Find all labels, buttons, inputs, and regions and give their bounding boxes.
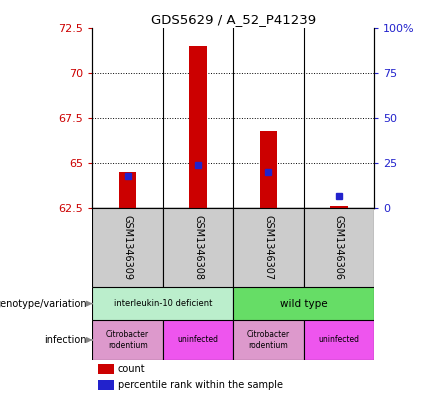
- Bar: [260, 130, 277, 208]
- Text: GSM1346306: GSM1346306: [334, 215, 344, 280]
- Text: percentile rank within the sample: percentile rank within the sample: [118, 380, 283, 390]
- Text: wild type: wild type: [280, 299, 328, 309]
- Bar: [92, 208, 163, 287]
- Text: genotype/variation: genotype/variation: [0, 299, 92, 309]
- Text: GSM1346308: GSM1346308: [193, 215, 203, 280]
- Text: Citrobacter
rodentium: Citrobacter rodentium: [106, 330, 149, 350]
- Bar: [304, 320, 374, 360]
- Text: GSM1346307: GSM1346307: [264, 215, 273, 280]
- Bar: [233, 287, 374, 320]
- Bar: [119, 172, 136, 208]
- Text: count: count: [118, 364, 145, 374]
- Bar: [163, 208, 233, 287]
- Bar: [330, 206, 348, 208]
- Bar: [92, 320, 163, 360]
- Bar: [304, 208, 374, 287]
- Text: infection: infection: [44, 335, 92, 345]
- Text: uninfected: uninfected: [178, 336, 218, 344]
- Bar: [233, 208, 304, 287]
- Bar: [98, 380, 114, 390]
- Text: Citrobacter
rodentium: Citrobacter rodentium: [247, 330, 290, 350]
- Text: uninfected: uninfected: [318, 336, 359, 344]
- Bar: [98, 364, 114, 374]
- Bar: [189, 46, 207, 208]
- Text: interleukin-10 deficient: interleukin-10 deficient: [114, 299, 212, 308]
- Title: GDS5629 / A_52_P41239: GDS5629 / A_52_P41239: [150, 13, 316, 26]
- Text: GSM1346309: GSM1346309: [123, 215, 133, 280]
- Bar: [163, 320, 233, 360]
- Bar: [233, 320, 304, 360]
- Bar: [92, 287, 233, 320]
